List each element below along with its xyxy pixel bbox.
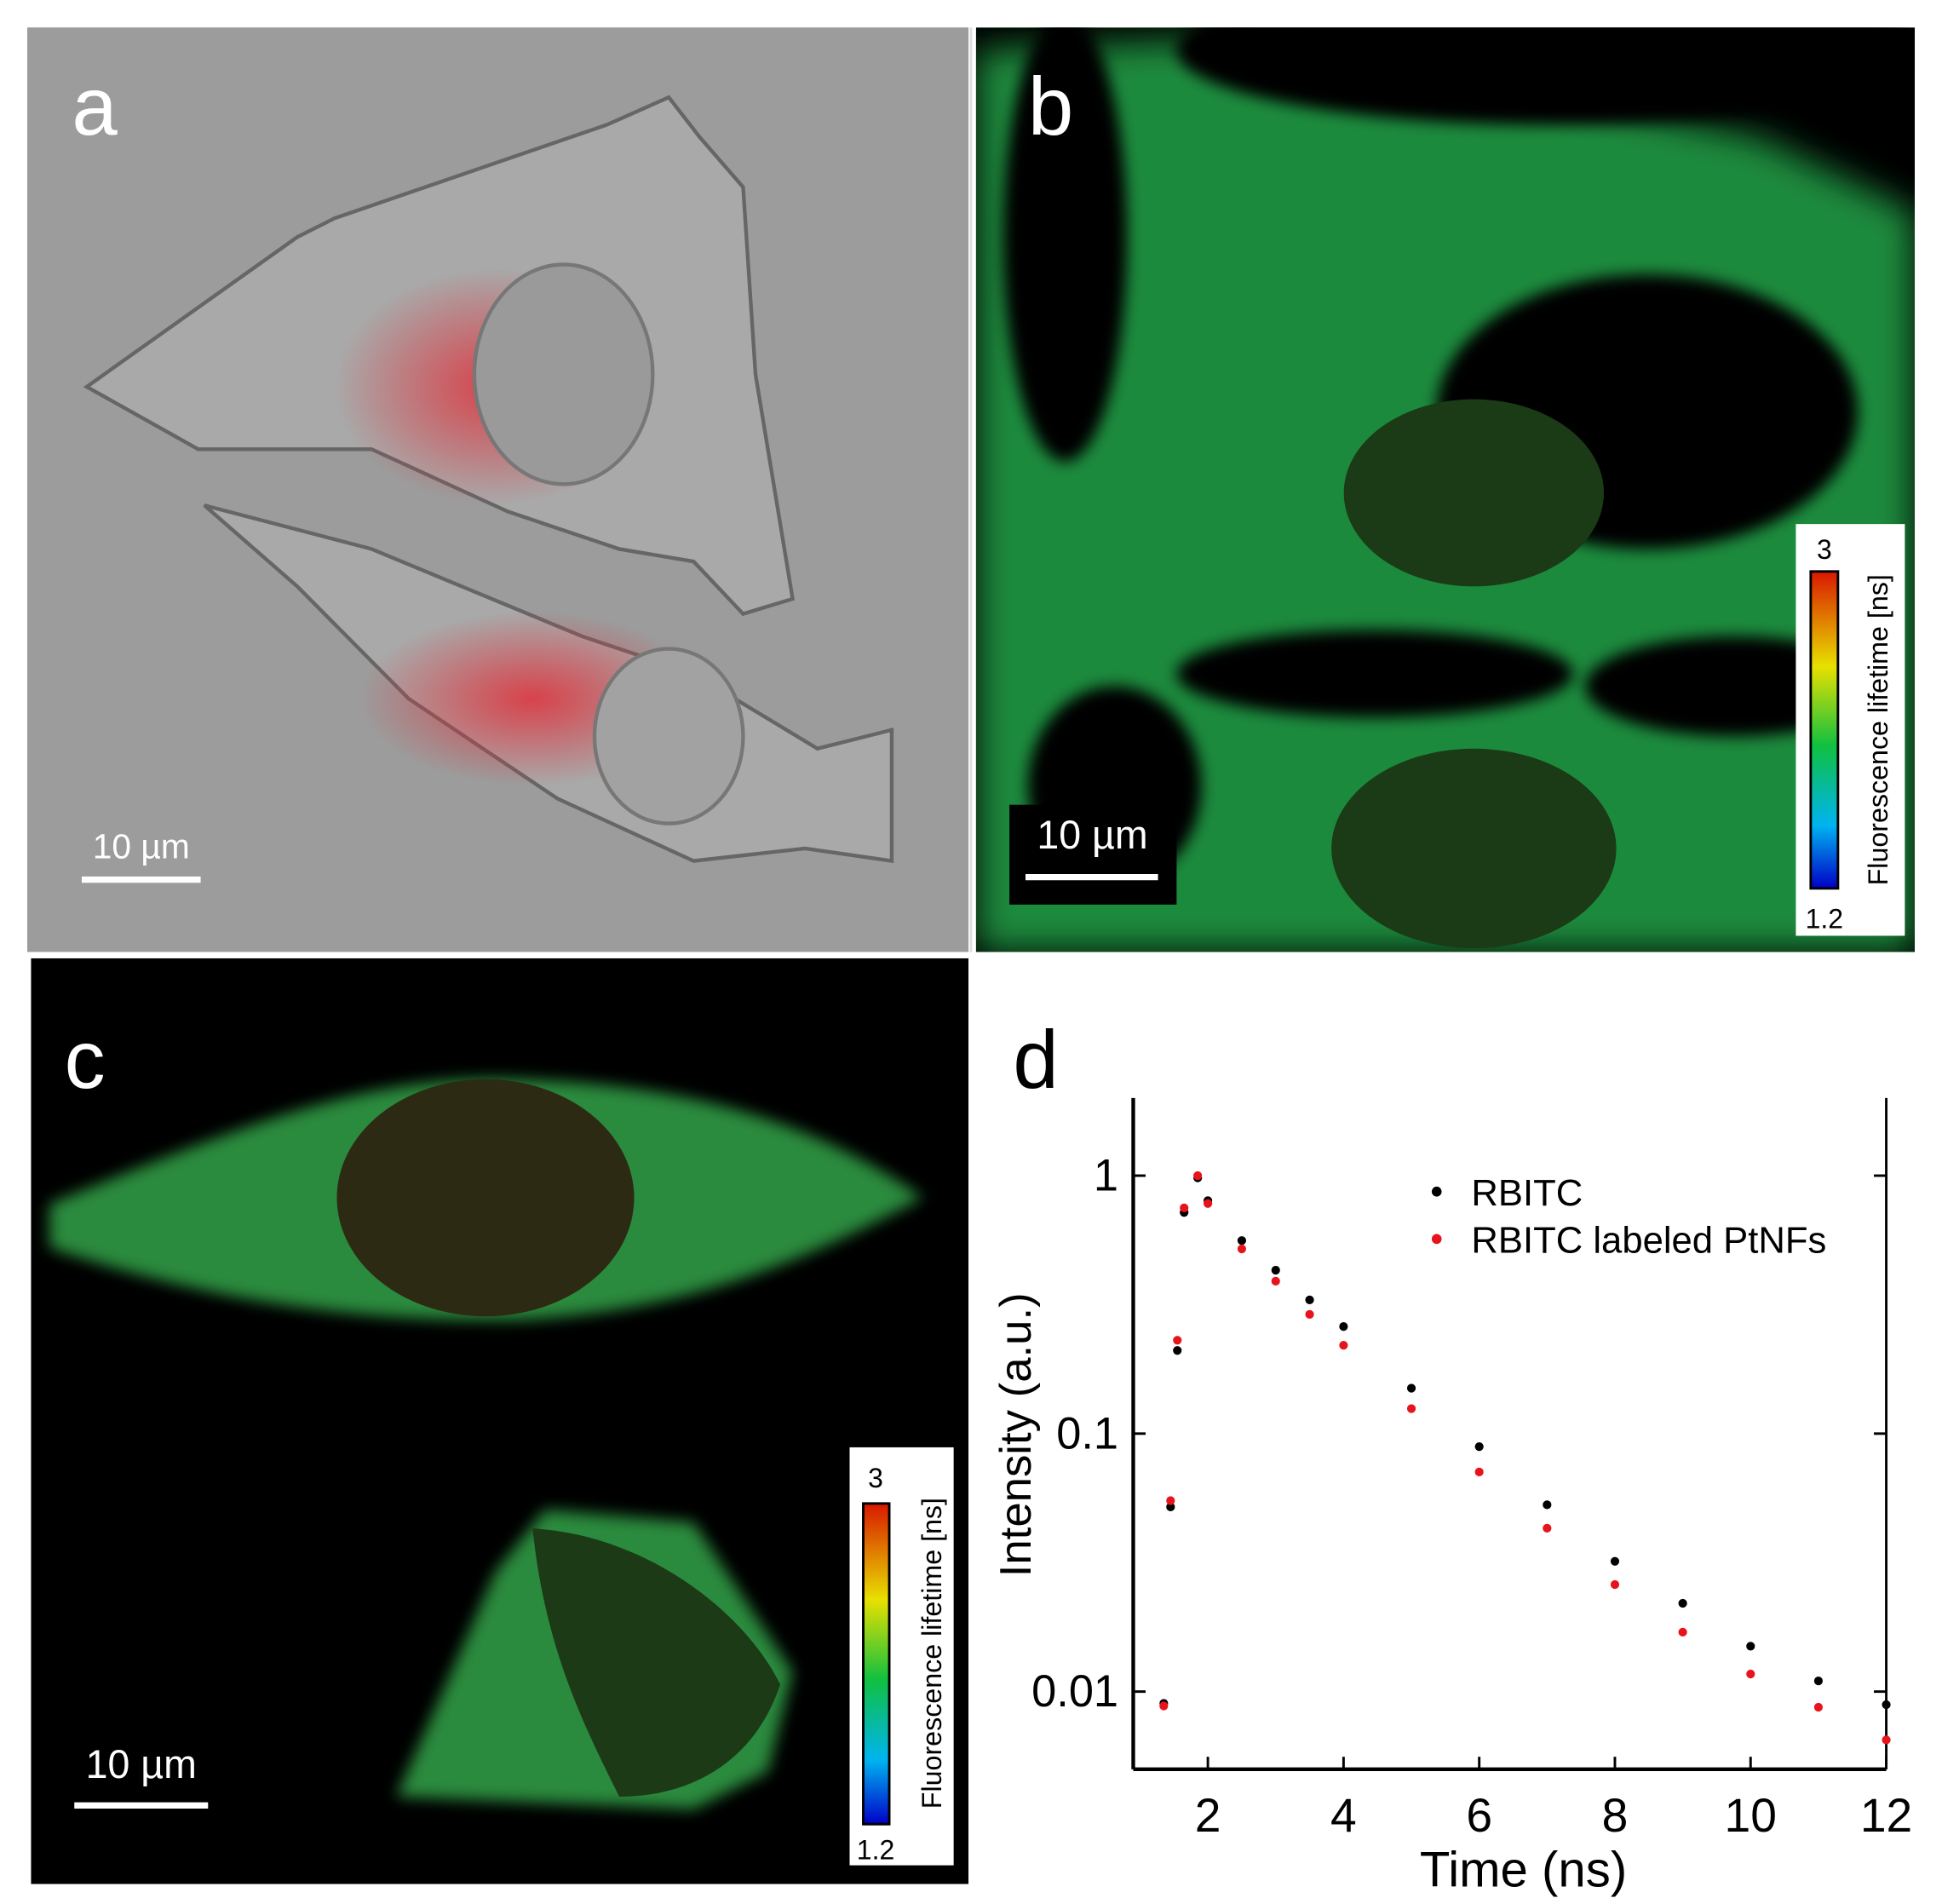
nucleus <box>532 1528 781 1798</box>
data-point <box>1339 1341 1348 1350</box>
data-point <box>1746 1669 1755 1679</box>
scale-bar-label: 10 µm <box>1037 813 1147 857</box>
legend-label: RBITC <box>1471 1172 1583 1214</box>
data-point <box>1746 1642 1755 1651</box>
nucleus <box>1343 399 1605 587</box>
data-point <box>1474 1467 1484 1477</box>
colorbar <box>1809 570 1840 890</box>
nucleus <box>592 647 745 825</box>
data-point <box>1237 1244 1247 1254</box>
y-axis-label: Intensity (a.u.) <box>991 1292 1041 1577</box>
colorbar-label: Fluorescence lifetime [ns] <box>916 1498 947 1809</box>
nucleus <box>336 1079 635 1317</box>
data-point <box>1678 1627 1687 1637</box>
data-point <box>1339 1322 1348 1332</box>
data-point <box>1180 1203 1189 1212</box>
panel-b: b 10 µm 3 1.2 Fluorescence lifetime [ns] <box>975 27 1916 952</box>
data-point <box>1159 1701 1169 1711</box>
panel-d: d Intensity (a.u.) Time (ns) 0.010.112 4 6… <box>991 1015 1912 1898</box>
data-point <box>1271 1276 1280 1286</box>
x-tick-label: 12 <box>1860 1789 1912 1842</box>
data-point <box>1173 1346 1182 1355</box>
colorbar-tick-label: 1.2 <box>857 1834 894 1865</box>
data-point <box>1305 1309 1314 1319</box>
data-point <box>1474 1442 1484 1452</box>
y-tick-label: 1 <box>1094 1150 1118 1200</box>
data-point <box>1813 1677 1824 1686</box>
colorbar-tick-label: 3 <box>1817 534 1832 565</box>
panel-label: a <box>72 61 118 152</box>
legend-marker <box>1431 1234 1442 1245</box>
x-tick-label: 8 <box>1602 1789 1629 1842</box>
colorbar-tick-label: 1.2 <box>1806 904 1843 935</box>
data-point <box>1813 1702 1824 1712</box>
x-tick-label: 2 <box>1195 1789 1221 1842</box>
nucleus <box>1331 748 1617 949</box>
x-tick-label: 10 <box>1725 1789 1777 1842</box>
data-point <box>1882 1700 1891 1710</box>
panel-label: b <box>1028 61 1073 152</box>
panel-label: d <box>1013 1015 1058 1106</box>
data-point <box>1166 1496 1175 1505</box>
colorbar-tick-label: 3 <box>868 1463 883 1493</box>
panel-label: c <box>65 1015 106 1106</box>
nucleus <box>472 262 655 486</box>
legend-marker <box>1431 1186 1442 1197</box>
data-point <box>1193 1171 1203 1181</box>
scale-bar-label: 10 µm <box>86 1742 197 1786</box>
data-point <box>1271 1265 1280 1275</box>
x-tick-label: 6 <box>1466 1789 1492 1842</box>
data-point <box>1237 1236 1247 1245</box>
data-point <box>1678 1598 1687 1608</box>
data-point <box>1166 1502 1175 1511</box>
panel-a: a 10 µm <box>26 27 969 952</box>
scale-bar-box <box>1009 804 1177 905</box>
data-point <box>1610 1579 1620 1590</box>
colorbar-label: Fluorescence lifetime [ns] <box>1863 574 1893 885</box>
scale-bar-label: 10 µm <box>93 827 190 866</box>
y-tick-label: 0.01 <box>1031 1666 1118 1717</box>
data-point <box>1204 1199 1213 1208</box>
data-point <box>1406 1404 1416 1413</box>
data-point <box>1543 1500 1552 1510</box>
data-point <box>1610 1556 1620 1566</box>
panel-c: c 10 µm 3 1.2 Fluorescence lifetime [ns] <box>31 958 969 1884</box>
colorbar <box>862 1502 891 1826</box>
legend-label: RBITC labeled PtNFs <box>1471 1219 1826 1261</box>
data-point <box>1543 1523 1552 1533</box>
data-point <box>1173 1336 1182 1345</box>
x-tick-label: 4 <box>1330 1789 1357 1842</box>
data-point <box>1406 1383 1416 1393</box>
data-point <box>1305 1295 1314 1304</box>
x-axis-label: Time (ns) <box>1420 1842 1627 1897</box>
data-point <box>1882 1735 1891 1745</box>
y-tick-label: 0.1 <box>1056 1408 1118 1458</box>
